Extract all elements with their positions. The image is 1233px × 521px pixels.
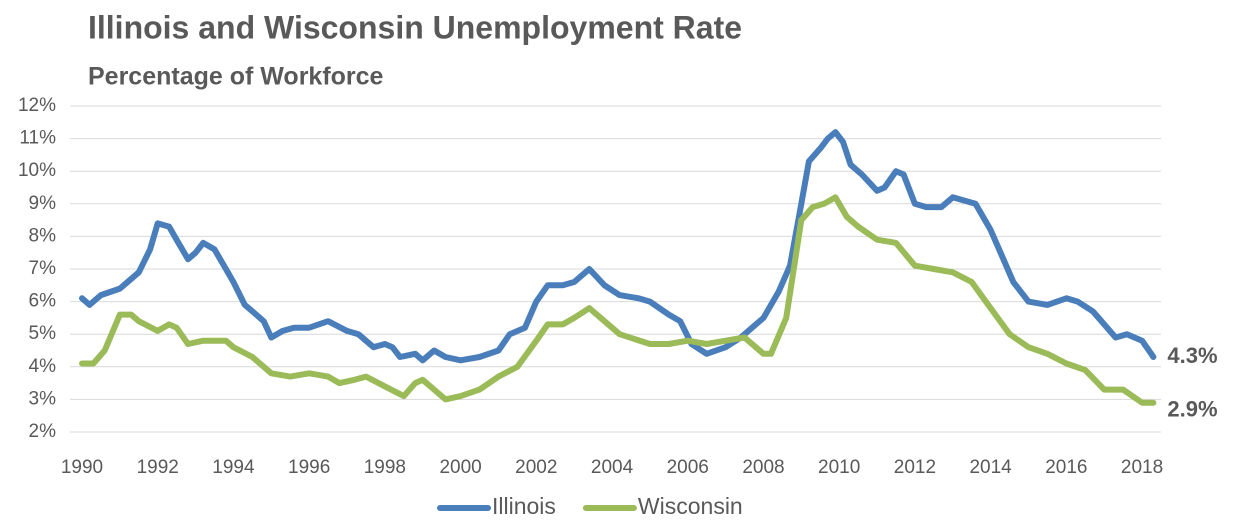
y-tick-label: 6%	[29, 291, 57, 312]
x-tick-label: 2010	[818, 457, 860, 478]
y-tick-label: 9%	[29, 193, 57, 214]
x-tick-label: 1994	[212, 457, 255, 478]
end-label: 2.9%	[1167, 396, 1217, 421]
y-tick-label: 4%	[29, 356, 57, 377]
y-tick-label: 5%	[29, 323, 57, 344]
y-tick-label: 8%	[29, 225, 57, 246]
series-line	[79, 194, 1157, 406]
y-tick-label: 2%	[29, 421, 57, 442]
chart-subtitle: Percentage of Workforce	[88, 63, 384, 91]
series-line	[79, 129, 1157, 364]
chart-title: Illinois and Wisconsin Unemployment Rate	[88, 9, 742, 45]
y-tick-label: 12%	[18, 95, 56, 116]
y-tick-label: 11%	[19, 128, 56, 149]
x-tick-label: 2018	[1121, 457, 1163, 478]
x-tick-label: 2016	[1045, 457, 1087, 478]
y-tick-label: 3%	[29, 388, 57, 409]
x-tick-label: 1996	[288, 457, 330, 478]
x-tick-label: 2004	[591, 457, 634, 478]
x-tick-label: 2006	[667, 457, 709, 478]
x-tick-label: 2012	[894, 457, 936, 478]
x-tick-label: 2000	[439, 457, 481, 478]
legend-label: Illinois	[492, 493, 556, 519]
end-label: 4.3%	[1167, 343, 1217, 368]
x-tick-label: 2008	[742, 457, 784, 478]
x-tick-label: 2014	[969, 457, 1012, 478]
legend-label: Wisconsin	[638, 493, 743, 519]
y-tick-label: 10%	[18, 160, 56, 181]
x-tick-label: 2002	[515, 457, 557, 478]
y-tick-label: 7%	[29, 258, 57, 279]
x-tick-label: 1992	[137, 457, 179, 478]
x-tick-label: 1990	[61, 457, 103, 478]
x-tick-label: 1998	[364, 457, 406, 478]
